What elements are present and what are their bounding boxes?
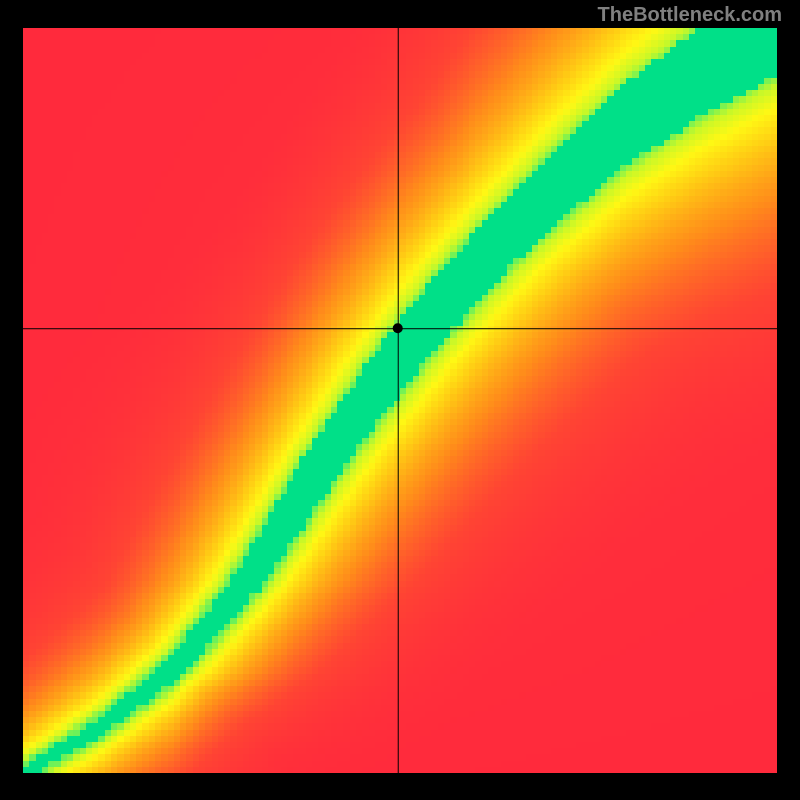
- watermark-text: TheBottleneck.com: [598, 4, 782, 27]
- heatmap-plot-area: [23, 28, 777, 773]
- chart-container: TheBottleneck.com: [0, 0, 800, 800]
- heatmap-canvas: [23, 28, 777, 773]
